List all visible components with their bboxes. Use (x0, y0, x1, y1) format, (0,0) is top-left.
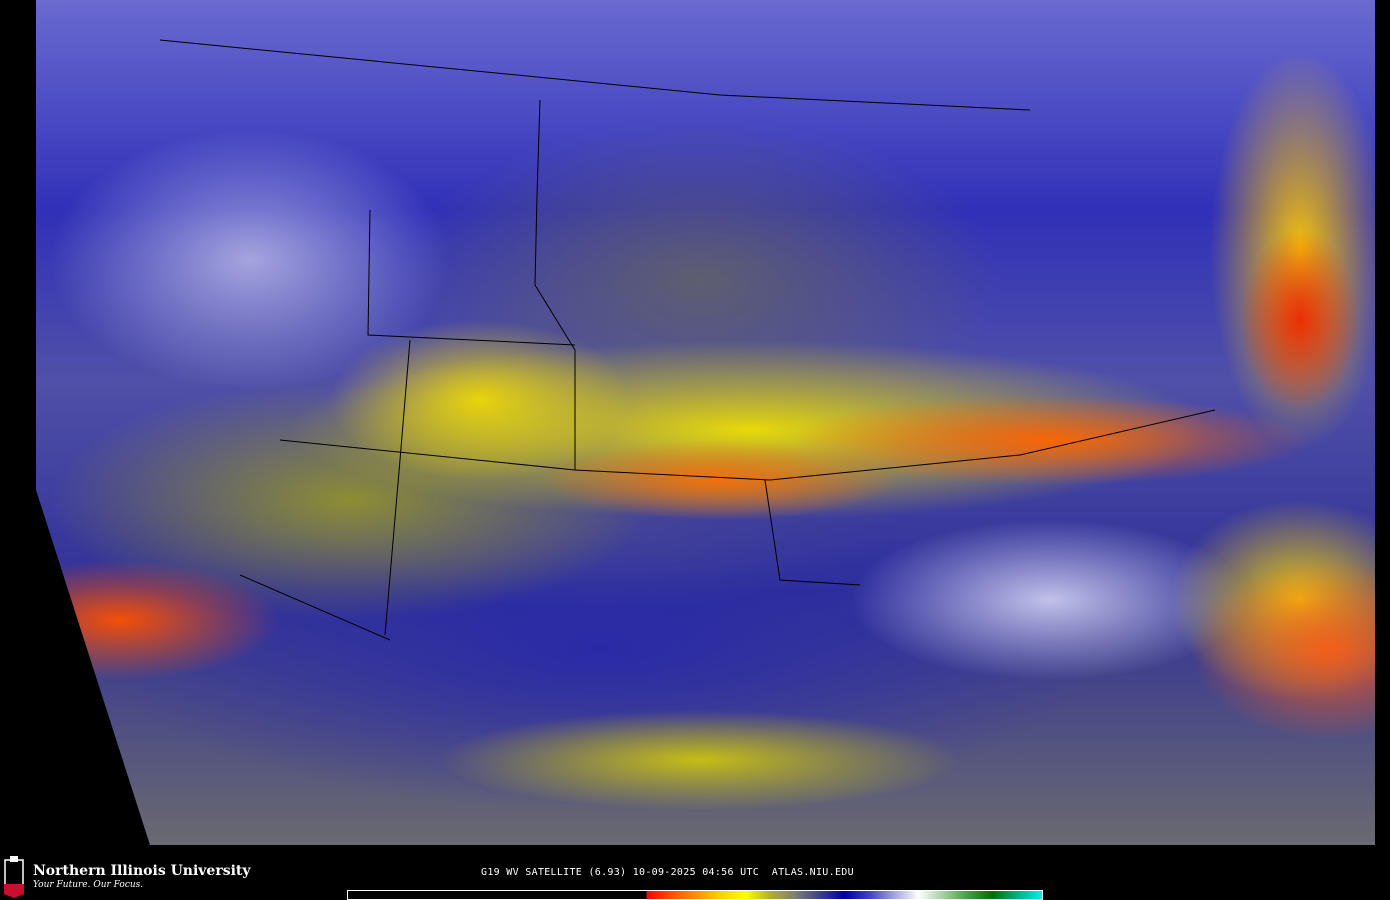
niu-logo (4, 856, 24, 898)
color-scale-bar (347, 890, 1043, 900)
image-caption: G19 WV SATELLITE (6.93) 10-09-2025 04:56… (481, 867, 854, 878)
satellite-map (36, 0, 1375, 845)
university-name: Northern Illinois University (33, 863, 251, 879)
state-borders (0, 0, 1390, 845)
university-tagline: Your Future. Our Focus. (33, 880, 144, 890)
